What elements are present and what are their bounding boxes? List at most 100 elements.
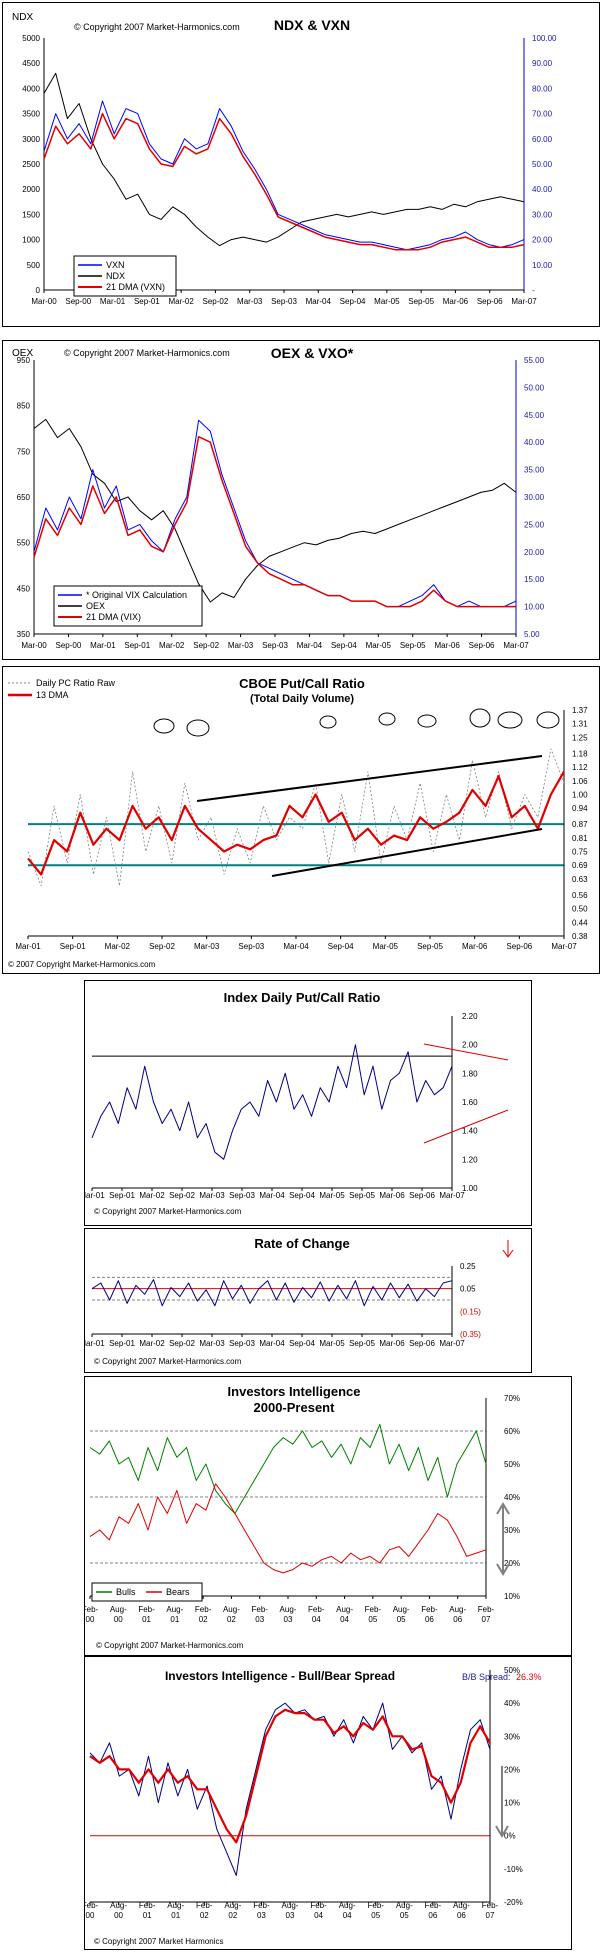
right-tick-label: 20.00 [524, 548, 545, 557]
x-tick-label: Mar-06 [443, 297, 469, 306]
left-tick-label: 1500 [22, 210, 40, 219]
copyright-text: © Copyright 2007 Market-Harmonics.com [96, 1641, 244, 1650]
rate-of-change-chart: Rate of Change 0.250.05(0.15)(0.35)Mar-0… [84, 1228, 532, 1373]
x-tick-label: Mar-07 [439, 1191, 465, 1200]
x-tick-label: Sep-03 [229, 1191, 255, 1200]
x-tick-label-year: 02 [227, 1615, 236, 1624]
legend-vxn: VXN [106, 260, 125, 270]
right-tick-label: 50.00 [532, 160, 553, 169]
x-tick-label-year: 01 [142, 1615, 151, 1624]
left-axis-label: NDX [12, 12, 33, 23]
x-tick-label: Feb- [139, 1901, 156, 1910]
right-tick-label: 0.63 [572, 875, 588, 884]
x-tick-label: Sep-06 [469, 641, 495, 650]
x-tick-label-year: 05 [368, 1615, 377, 1624]
copyright-text: © Copyright 2007 Market-Harmonics.com [64, 348, 230, 358]
right-tick-label: 0.38 [572, 932, 588, 941]
legend-ndx: NDX [106, 271, 125, 281]
x-tick-label: Mar-07 [439, 1339, 465, 1348]
x-tick-label: Mar-04 [283, 942, 309, 951]
x-tick-label-year: 05 [400, 1911, 409, 1920]
x-tick-label: Mar-05 [319, 1191, 345, 1200]
right-tick-label: 1.80 [462, 1069, 478, 1078]
x-tick-label: Sep-04 [289, 1191, 315, 1200]
peak-circles [153, 708, 560, 737]
down-arrow-icon [502, 1240, 514, 1258]
x-tick-label-year: 00 [114, 1615, 123, 1624]
cboe-putcall-chart: Daily PC Ratio Raw 13 DMA CBOE Put/Call … [2, 666, 600, 974]
x-tick-label: Mar-05 [374, 297, 400, 306]
x-tick-label: Aug- [396, 1901, 413, 1910]
plot-area: 70%60%50%40%30%20%10%Feb-00Aug-00Feb-01A… [84, 1394, 520, 1624]
x-tick-label: Sep-02 [203, 297, 229, 306]
right-tick-label: 1.60 [462, 1098, 478, 1107]
spread-arrow-icon [495, 1766, 509, 1838]
legend-bears: Bears [166, 1587, 190, 1597]
right-tick-label: 0.56 [572, 891, 588, 900]
left-tick-label: 3000 [22, 135, 40, 144]
left-tick-label: 650 [17, 493, 31, 502]
x-tick-label: Feb- [195, 1605, 212, 1614]
panel-border [2, 666, 600, 974]
left-tick-label: 550 [17, 539, 31, 548]
right-tick-label: 60% [504, 1427, 520, 1436]
x-tick-label-year: 01 [170, 1615, 179, 1624]
right-tick-label: 40% [504, 1493, 520, 1502]
right-tick-label: 40.00 [532, 185, 553, 194]
panel-border [84, 980, 532, 1226]
right-tick-label: 0.50 [572, 905, 588, 914]
legend: Daily PC Ratio Raw 13 DMA [8, 678, 116, 700]
x-tick-label: Sep-04 [340, 297, 366, 306]
right-tick-label: 1.31 [572, 720, 588, 729]
right-tick-label: 0.75 [572, 848, 588, 857]
right-tick-label: 50% [504, 1666, 520, 1675]
copyright-text: © 2007 Copyright Market-Harmonics.com [8, 960, 156, 969]
x-tick-label: Feb- [308, 1605, 325, 1614]
index-putcall-chart: Index Daily Put/Call Ratio 2.20 2.00 1.80 1… [84, 980, 532, 1226]
x-tick-label: Mar-02 [159, 641, 185, 650]
x-tick-label: Mar-03 [199, 1191, 225, 1200]
x-tick-label: Mar-04 [259, 1191, 285, 1200]
plot-area: 350 450 550 650 750 850 950 5.00 10.00 15.00 20.00… [17, 356, 545, 650]
x-tick-label: Mar-05 [366, 641, 392, 650]
x-tick-label: Feb- [251, 1605, 268, 1614]
chart-title: NDX & VXN [274, 17, 350, 33]
x-tick-label: Mar-06 [379, 1339, 405, 1348]
right-tick-label: 15.00 [524, 575, 545, 584]
x-tick-label: Feb- [310, 1901, 327, 1910]
x-tick-label: Mar-04 [259, 1339, 285, 1348]
right-tick-label: 20.00 [532, 236, 553, 245]
right-tick-label: 80.00 [532, 84, 553, 93]
right-tick-label: 100.00 [532, 34, 557, 43]
x-tick-label: Mar-00 [31, 297, 57, 306]
right-tick-label: 1.40 [462, 1127, 478, 1136]
x-tick-label: Sep-05 [408, 297, 434, 306]
right-tick-label: 40.00 [524, 438, 545, 447]
right-tick-label: 60.00 [532, 135, 553, 144]
right-tick-label: 90.00 [532, 59, 553, 68]
x-tick-label-year: 04 [314, 1911, 323, 1920]
x-tick-label: Mar-03 [237, 297, 263, 306]
spread-arrow-icon [496, 1502, 510, 1576]
x-tick-label-year: 05 [397, 1615, 406, 1624]
right-tick-label: 55.00 [524, 356, 545, 365]
x-tick-label: Sep-01 [109, 1339, 135, 1348]
right-tick-label: 0.05 [460, 1285, 476, 1294]
legend-vix: * Original VIX Calculation [86, 590, 187, 600]
x-tick-label: Mar-04 [306, 297, 332, 306]
x-tick-label: Mar-06 [434, 641, 460, 650]
right-tick-label: 40% [504, 1699, 520, 1708]
x-tick-label: Aug- [449, 1605, 466, 1614]
series-line-daily-pc-ratio-raw [27, 748, 565, 887]
x-tick-label: Sep-05 [349, 1191, 375, 1200]
right-tick-label: 0.44 [572, 918, 588, 927]
x-tick-label: Sep-00 [65, 297, 91, 306]
left-tick-label: 5000 [22, 34, 40, 43]
chart-subtitle: (Total Daily Volume) [250, 693, 354, 705]
x-tick-label: Mar-05 [373, 942, 399, 951]
x-tick-label: Mar-02 [168, 297, 194, 306]
left-tick-label: 950 [17, 356, 31, 365]
chart-subtitle: 2000-Present [254, 1400, 336, 1415]
right-tick-label: 2.00 [462, 1041, 478, 1050]
x-tick-label: Sep-06 [409, 1191, 435, 1200]
